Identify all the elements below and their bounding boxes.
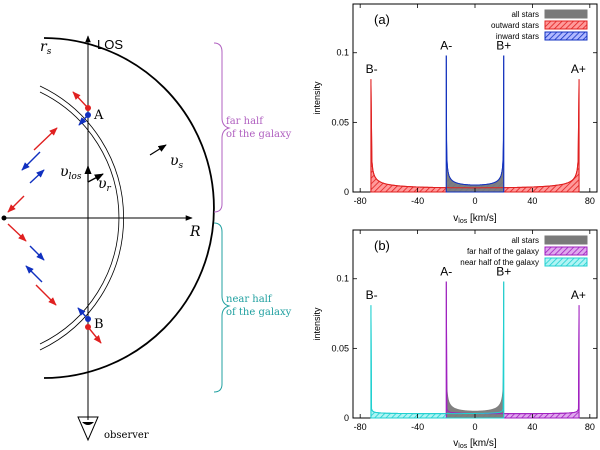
- galaxy-diagram: LOS R rs υs υlos υr A B: [1, 35, 292, 442]
- panel-a-xtick-label-2: 0: [472, 196, 477, 206]
- outer-radius-arc: [43, 37, 215, 379]
- panel-b-ytick-label-0: 0: [344, 413, 349, 423]
- panel-b-legend-swatch-1: [544, 246, 588, 256]
- upper-pair-1-red: [33, 127, 58, 151]
- a-outward-arrow: [72, 91, 89, 109]
- panel-b-ytick-label-2: 0.1: [336, 274, 349, 284]
- panel-b-series-2-near-outline: [370, 281, 505, 419]
- panel-b-xtick-label-3: 40: [527, 422, 537, 432]
- panel-b-peak-label-0: B-: [366, 288, 378, 302]
- panel-b-legend-label-2: near half of the galaxy: [460, 258, 539, 267]
- far-half-label-2: of the galaxy: [226, 129, 292, 140]
- near-half-label-1: near half: [226, 294, 273, 305]
- panel-b-ytick-label-1: 0.05: [331, 343, 349, 353]
- panel-a-xtick-label-0: -80: [354, 196, 367, 206]
- panel-a-legend-label-2: inward stars: [496, 32, 539, 41]
- panel-a-series-2-inner-area: [445, 55, 505, 193]
- panel-a-peak-label-3: A+: [571, 62, 586, 76]
- vr-label: υr: [98, 176, 112, 194]
- b-inward-arrow: [77, 307, 89, 320]
- vlos-label: υlos: [60, 164, 82, 182]
- panel-a-xlabel: vlos [km/s]: [453, 213, 497, 225]
- panel-a-ytick-label-2: 0.1: [336, 48, 349, 58]
- lower-pair-2-red: [35, 284, 57, 306]
- panel-a-xtick-label-4: 80: [585, 196, 595, 206]
- panel-a-legend-label-0: all stars: [511, 10, 539, 19]
- panel-b-ylabel: intensity: [312, 307, 322, 341]
- panel-a-legend-swatch-1: [544, 20, 588, 30]
- panel-b-peak-label-3: A+: [571, 288, 586, 302]
- upper-pair-2-red: [7, 195, 25, 213]
- galaxy-center: [1, 215, 7, 221]
- point-a-label: A: [93, 108, 104, 123]
- panel-a-legend-swatch-2: [544, 31, 588, 41]
- vs-label: υs: [170, 153, 184, 171]
- panel-a-peak-label-0: B-: [366, 62, 378, 76]
- panel-a-legend-label-1: outward stars: [491, 21, 539, 30]
- chart-panel-b: -80 -40 0 40 80 0 0.05 0.1 B- A- B+ A+ (b) intensit…: [312, 229, 598, 450]
- inner-ring-arc-1: [39, 91, 120, 345]
- panel-a-xtick-label-1: -40: [411, 196, 424, 206]
- b-outward-arrow: [87, 326, 102, 344]
- panel-b-peak-label-1: A-: [440, 265, 452, 279]
- lower-pair-2-blue: [25, 265, 43, 283]
- near-half-brace: [213, 222, 231, 393]
- panel-a-xtick-label-3: 40: [527, 196, 537, 206]
- panel-a-ytick-label-0: 0: [344, 187, 349, 197]
- panel-b-xlabel: vlos [km/s]: [453, 438, 497, 450]
- observer-eye-pupil: [82, 422, 94, 425]
- point-b-label: B: [94, 317, 104, 332]
- panel-b-legend-swatch-0: [544, 235, 588, 245]
- r-axis-label: R: [189, 224, 201, 240]
- panel-a-peak-label-1: A-: [440, 39, 452, 53]
- panel-b-xtick-label-1: -40: [411, 422, 424, 432]
- observer-label: observer: [104, 430, 149, 441]
- upper-pair-2-blue: [29, 169, 45, 184]
- panel-b-series-1-far-area: [445, 281, 580, 419]
- panel-a-series-1-outer-outline: [370, 79, 580, 193]
- observer-eye-icon: [77, 416, 99, 442]
- far-half-label-1: far half: [226, 116, 264, 127]
- panel-a-legend-swatch-0: [544, 9, 588, 19]
- panel-a-label: (a): [374, 12, 390, 27]
- panel-b-series-1-far-outline: [445, 281, 580, 419]
- panel-b-peak-label-2: B+: [496, 265, 511, 279]
- panel-b-xtick-label-4: 80: [585, 422, 595, 432]
- upper-pair-1-blue: [21, 151, 41, 171]
- panel-b-legend-label-0: all stars: [511, 236, 539, 245]
- far-half-brace: [213, 42, 231, 213]
- a-inward-arrow: [78, 114, 89, 126]
- panel-b-xtick-label-0: -80: [354, 422, 367, 432]
- lower-pair-1-red: [7, 223, 27, 242]
- panel-a-series-2-inner-outline: [445, 55, 505, 193]
- panel-b-legend-swatch-2: [544, 257, 588, 267]
- panel-b-xtick-label-2: 0: [472, 422, 477, 432]
- panel-a-peak-label-2: B+: [496, 39, 511, 53]
- los-label: LOS: [97, 37, 123, 52]
- rs-label: rs: [40, 39, 52, 57]
- panel-a-series-0-inner-area: [445, 55, 505, 193]
- inner-ring-arc-2: [39, 85, 124, 351]
- vr-arrow: [87, 173, 104, 183]
- lower-pair-1-blue: [29, 245, 45, 261]
- panel-b-legend-label-1: far half of the galaxy: [467, 247, 539, 256]
- panel-a-series-1-outer-area: [370, 79, 580, 193]
- panel-b-series-0-inner-area: [445, 281, 505, 419]
- panel-a-legend: all stars outward stars inward stars: [491, 9, 588, 41]
- near-half-label-2: of the galaxy: [226, 307, 292, 318]
- panel-b-label: (b): [374, 238, 390, 253]
- panel-b-series-2-near-area: [370, 281, 505, 419]
- chart-panel-a: -80 -40 0 40 80 0 0.05 0.1 B- A- B+ A+ (a) intensit…: [312, 3, 598, 225]
- panel-b-legend: all stars far half of the galaxy near half…: [460, 235, 588, 267]
- panel-a-ytick-label-1: 0.05: [331, 117, 349, 127]
- panel-a-ylabel: intensity: [312, 81, 322, 115]
- vs-arrow: [149, 144, 167, 156]
